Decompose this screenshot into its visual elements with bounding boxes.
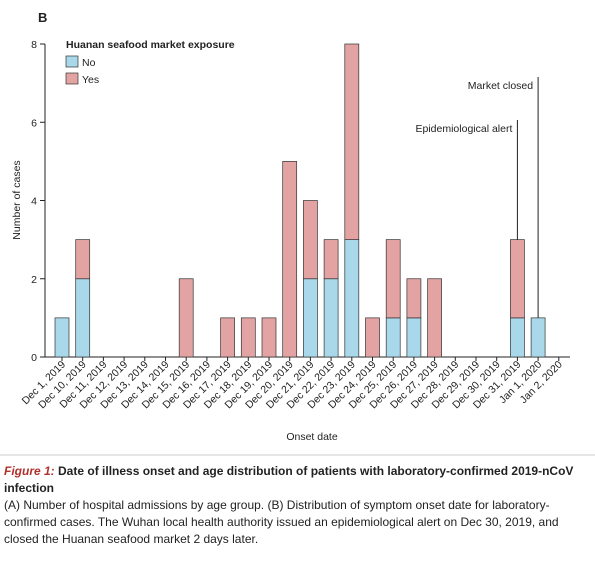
bar-segment	[54, 317, 70, 358]
annotation: Epidemiological alert	[416, 123, 513, 135]
legend-label: No	[82, 57, 96, 69]
bar-segment	[530, 317, 546, 358]
legend-swatch	[65, 72, 79, 85]
bar-segment	[510, 239, 525, 319]
caption-text: (A) Number of hospital admissions by age…	[4, 498, 559, 546]
annotation: Market closed	[468, 80, 534, 92]
legend-label: Yes	[82, 74, 99, 86]
bar-segment	[323, 239, 339, 280]
bar-segment	[344, 43, 360, 240]
bar-segment	[385, 239, 401, 319]
bar-segment	[282, 161, 298, 358]
bar-segment	[510, 317, 525, 358]
bar-segment	[406, 278, 422, 319]
bar-segment	[240, 317, 256, 358]
bar-segment	[303, 278, 318, 358]
y-tick-label: 2	[31, 274, 37, 286]
caption: Figure 1: Date of illness onset and age …	[4, 463, 590, 548]
chart: B Huanan seafood market exposure Onset d…	[0, 10, 595, 456]
bar-segment	[365, 317, 380, 358]
bar-segment	[261, 317, 277, 358]
bar-segment	[385, 317, 401, 358]
bar-segment	[220, 317, 235, 358]
legend-title: Huanan seafood market exposure	[66, 39, 235, 51]
bar-segment	[344, 239, 360, 358]
bar-segment	[75, 239, 91, 280]
y-axis-label: Number of cases	[11, 160, 23, 239]
y-tick-label: 4	[31, 196, 37, 208]
bar-segment	[406, 317, 422, 358]
legend-swatch	[65, 55, 79, 68]
x-axis-label: Onset date	[286, 431, 338, 443]
y-tick-label: 6	[31, 117, 37, 129]
panel-label: B	[38, 10, 47, 25]
bar-segment	[178, 278, 194, 358]
caption-title: Date of illness onset and age distributi…	[4, 464, 574, 495]
bar-segment	[323, 278, 339, 358]
caption-label: Figure 1:	[4, 464, 55, 478]
y-tick-label: 0	[31, 352, 37, 364]
bar-segment	[303, 200, 318, 280]
bar-segment	[75, 278, 91, 358]
y-tick-label: 8	[31, 39, 37, 51]
bar-segment	[427, 278, 442, 358]
